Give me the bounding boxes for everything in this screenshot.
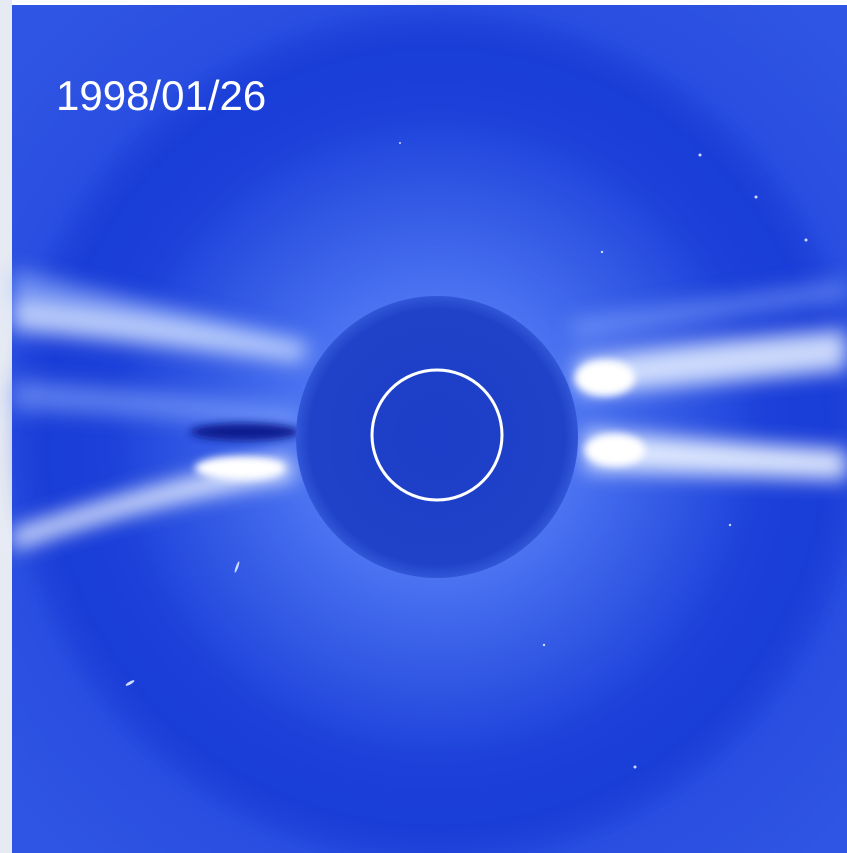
dark-lane [190, 423, 300, 441]
stars [125, 142, 808, 769]
date-label: 1998/01/26 [56, 72, 266, 119]
occulter-disk [296, 296, 578, 578]
bright-knot [575, 360, 635, 396]
bright-knot [195, 456, 285, 480]
bright-knot [585, 434, 645, 466]
sun-outline [370, 368, 504, 502]
left-margin [0, 0, 12, 853]
